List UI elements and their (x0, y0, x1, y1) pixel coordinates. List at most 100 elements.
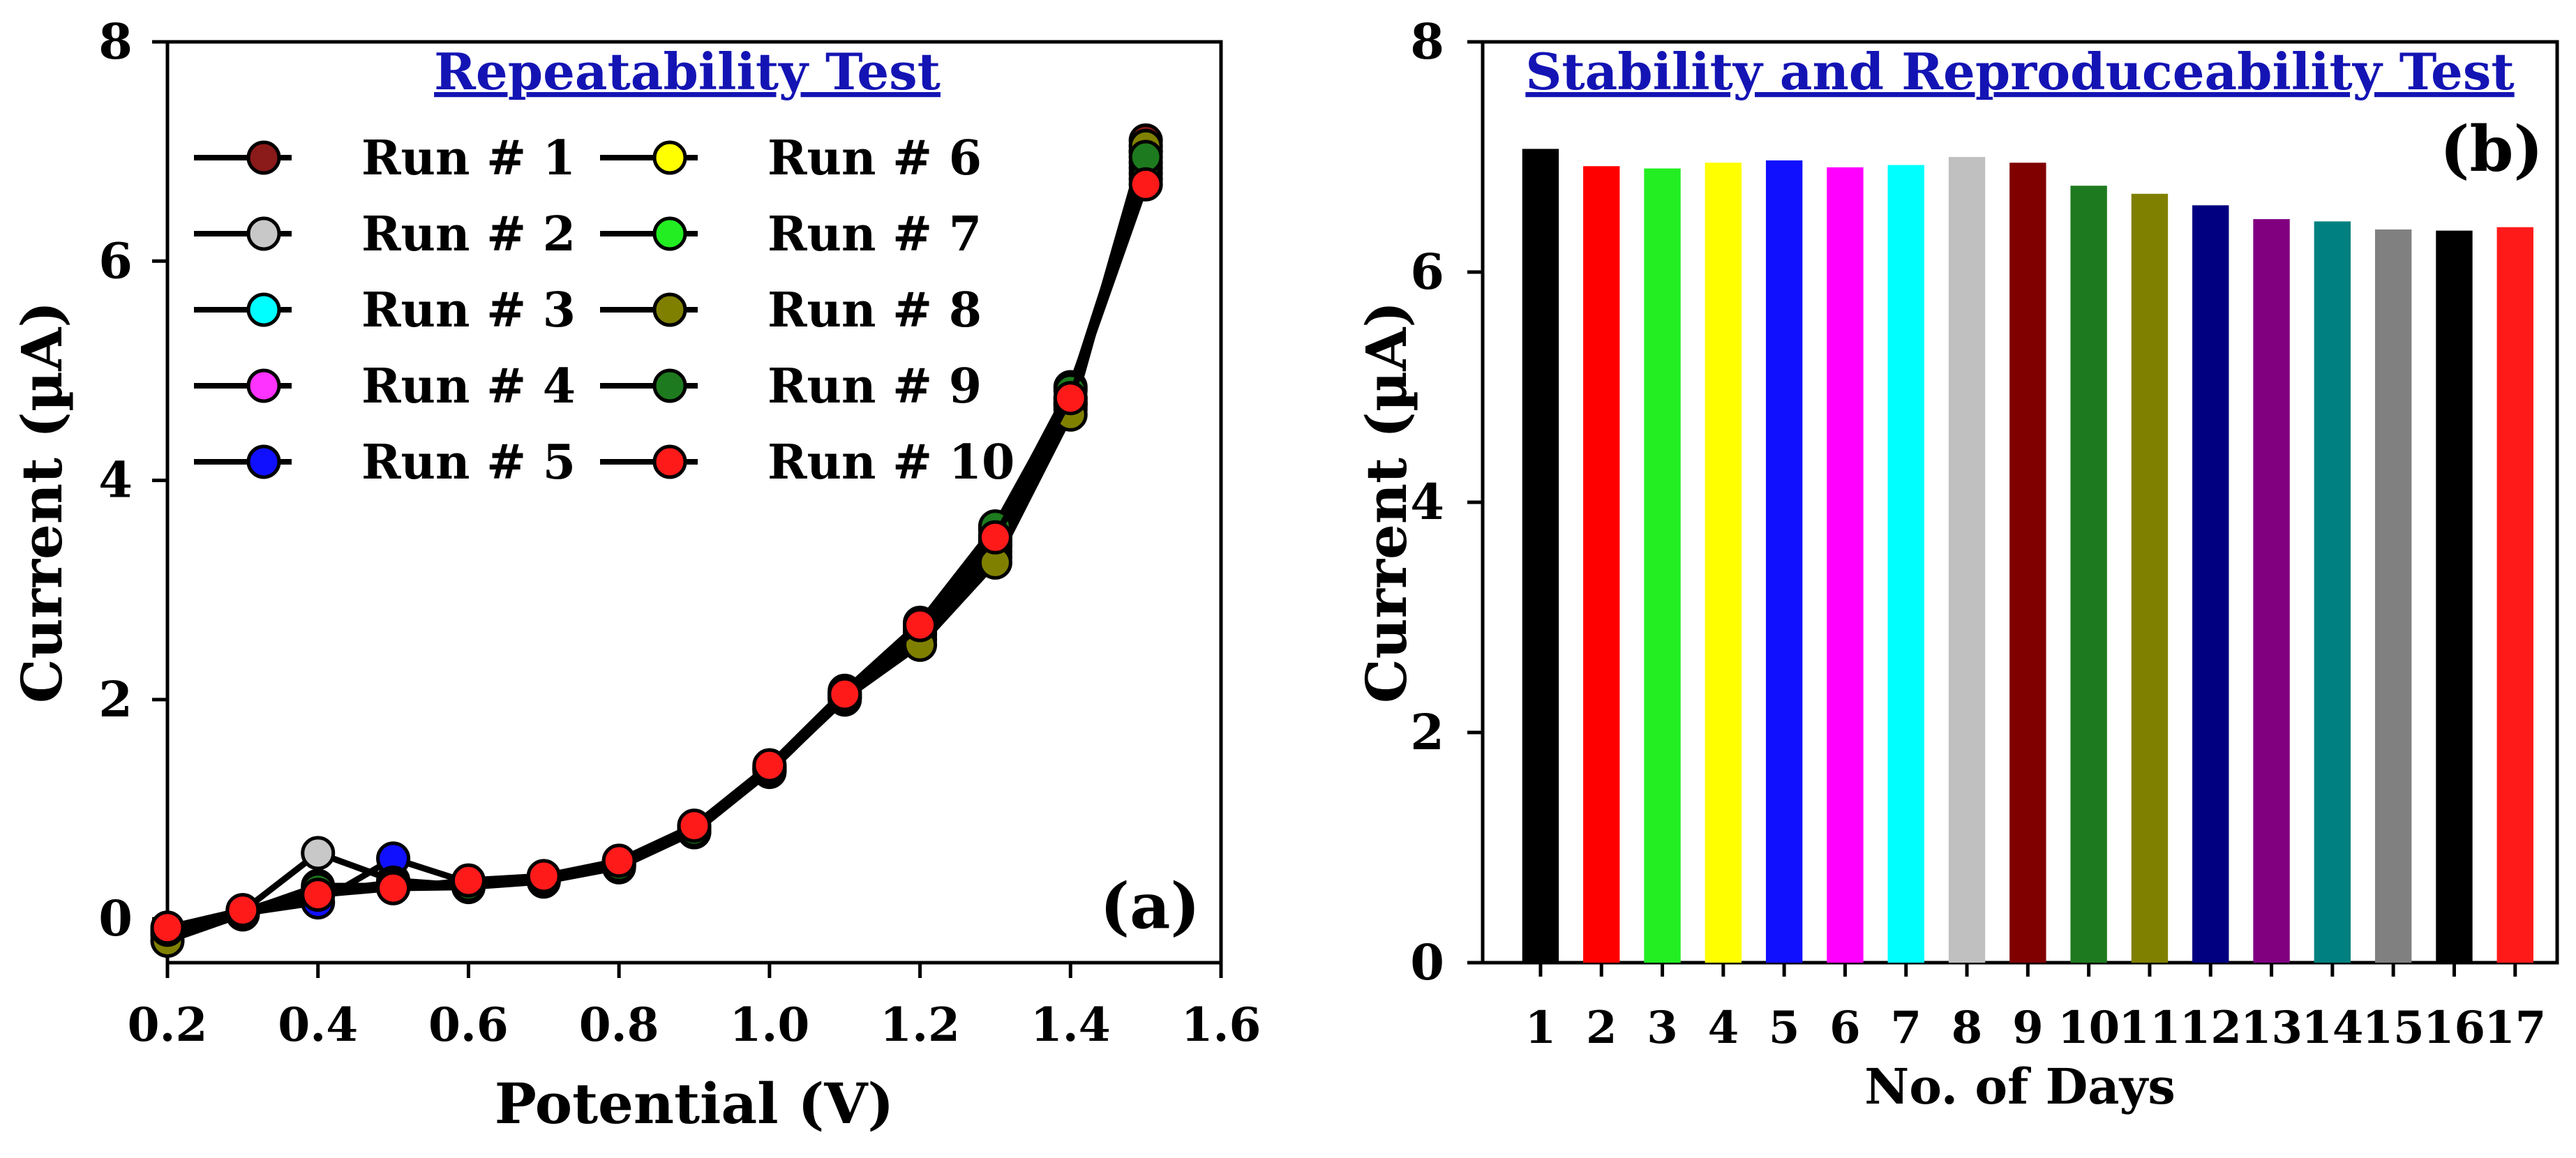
panel-b-x-tick-label: 13 (2240, 1002, 2302, 1054)
legend-item-run-6: Run # 6 (600, 130, 982, 186)
panel-b-bar-day-13 (2253, 219, 2290, 963)
panel-b-x-tick-label: 17 (2484, 1002, 2546, 1054)
panel-a-data-point (978, 520, 1012, 555)
panel-b-y-tick-label: 2 (1410, 703, 1444, 761)
panel-a-y-tick-label: 0 (98, 889, 133, 947)
panel-a-y-axis-label: Current (µA) (9, 301, 75, 703)
legend-marker (652, 444, 687, 479)
panel-a-x-tick-label: 1.2 (880, 998, 960, 1052)
panel-a-x-tick-label: 1.0 (729, 998, 809, 1052)
panel-b-x-tick-label: 12 (2180, 1002, 2242, 1054)
legend-label: Run # 8 (767, 283, 982, 338)
legend-item-run-3: Run # 3 (194, 283, 576, 338)
panel-a-data-point (451, 863, 486, 898)
panel-b-bar-day-16 (2436, 230, 2473, 963)
panel-a-data-point (301, 836, 336, 871)
legend-marker (246, 444, 281, 479)
legend-label: Run # 9 (767, 359, 982, 414)
panel-a-x-tick-label: 0.2 (128, 998, 208, 1052)
legend-label: Run # 4 (361, 359, 576, 414)
panel-a-y-tick-label: 2 (98, 670, 133, 728)
panel-a-series-group (150, 123, 1163, 958)
panel-b-x-tick-label: 11 (2118, 1002, 2180, 1054)
legend-marker (652, 368, 687, 403)
panel-b-x-tick-label: 1 (1525, 1002, 1557, 1054)
panel-b-bar-day-17 (2496, 227, 2533, 963)
panel-a-data-point (376, 871, 411, 905)
legend-item-run-10: Run # 10 (600, 435, 1014, 490)
legend-item-run-1: Run # 1 (194, 130, 576, 186)
panel-a-data-point (526, 859, 561, 894)
legend-item-run-8: Run # 8 (600, 283, 982, 338)
panel-a-x-tick-label: 0.4 (278, 998, 358, 1052)
panel-a-y-tick-label: 4 (98, 451, 133, 509)
panel-a-x-tick-label: 1.4 (1031, 998, 1111, 1052)
panel-b-label: (b) (2440, 112, 2543, 186)
panel-a-x-tick-label: 0.8 (579, 998, 659, 1052)
panel-b-x-tick-label: 3 (1647, 1002, 1678, 1054)
panel-b-x-tick-label: 9 (2012, 1002, 2044, 1054)
panel-b-y-tick-label: 0 (1410, 933, 1444, 991)
panel-a-x-axis-label: Potential (V) (495, 1071, 894, 1136)
panel-b-bar-day-4 (1705, 163, 1742, 963)
panel-b-x-tick-label: 7 (1890, 1002, 1922, 1054)
panel-b-x-tick-label: 15 (2362, 1002, 2425, 1054)
panel-b-bar-day-12 (2192, 205, 2229, 963)
legend-label: Run # 10 (767, 435, 1014, 490)
panel-b-x-tick-label: 16 (2423, 1002, 2485, 1054)
panel-a-data-point (752, 748, 787, 783)
panel-b-x-tick-label: 2 (1586, 1002, 1617, 1054)
panel-b-bar-day-11 (2131, 193, 2169, 963)
panel-a-x-tick-label: 1.6 (1181, 998, 1261, 1052)
legend-label: Run # 2 (361, 206, 576, 262)
panel-a-data-point (301, 878, 336, 912)
legend-label: Run # 1 (361, 130, 576, 186)
legend-marker (246, 140, 281, 175)
legend-marker (246, 292, 281, 327)
legend-marker (652, 216, 687, 251)
legend-marker (652, 140, 687, 175)
panel-a-label: (a) (1100, 869, 1200, 943)
panel-b-y-tick-label: 4 (1410, 473, 1444, 531)
legend-marker (246, 368, 281, 403)
panel-b-x-tick-label: 4 (1708, 1002, 1739, 1054)
panel-b-bar-day-3 (1644, 168, 1681, 963)
panel-b-y-tick-label: 8 (1410, 13, 1444, 70)
panel-b-bar-day-14 (2314, 221, 2351, 963)
panel-a-data-point (150, 910, 185, 945)
panel-b-y-axis-label: Current (µA) (1354, 301, 1419, 703)
panel-a-legend: Run # 1 Run # 2 Run # 3 Run # 4 Run # 5 Run #… (194, 130, 1014, 490)
panel-b-bar-day-5 (1765, 160, 1803, 963)
panel-b-x-axis-label: No. of Days (1864, 1058, 2176, 1115)
legend-item-run-7: Run # 7 (600, 206, 982, 262)
panel-a-y-tick-label: 8 (98, 13, 133, 70)
legend-item-run-2: Run # 2 (194, 206, 576, 262)
legend-marker (652, 292, 687, 327)
panel-b-bar-day-15 (2374, 229, 2412, 963)
panel-b-x-tick-label: 8 (1952, 1002, 1983, 1054)
legend-item-run-9: Run # 9 (600, 359, 982, 414)
panel-a-y-tick-label: 6 (98, 232, 133, 290)
panel-a-data-point (225, 893, 260, 928)
panel-b-bar-day-9 (2009, 163, 2046, 963)
legend-label: Run # 5 (361, 435, 576, 490)
panel-a-data-point (903, 608, 938, 642)
panel-b-title: Stability and Reproduceability Test (1525, 42, 2514, 101)
legend-label: Run # 3 (361, 283, 576, 338)
panel-b-bar-day-10 (2070, 186, 2107, 963)
panel-a-title: Repeatability Test (434, 42, 941, 101)
panel-b-x-tick-label: 10 (2058, 1002, 2120, 1054)
panel-a-data-point (1053, 381, 1088, 416)
legend-item-run-4: Run # 4 (194, 359, 576, 414)
panel-b-x-tick-label: 14 (2301, 1002, 2363, 1054)
panel-a-data-point (1128, 167, 1163, 202)
panel-b-bar-day-6 (1827, 167, 1864, 963)
panel-b-x-tick-label: 5 (1769, 1002, 1800, 1054)
panel-a-data-point (601, 843, 636, 878)
legend-label: Run # 6 (767, 130, 982, 186)
panel-a-data-point (677, 809, 712, 843)
panel-b-bars-group (1522, 149, 2533, 963)
